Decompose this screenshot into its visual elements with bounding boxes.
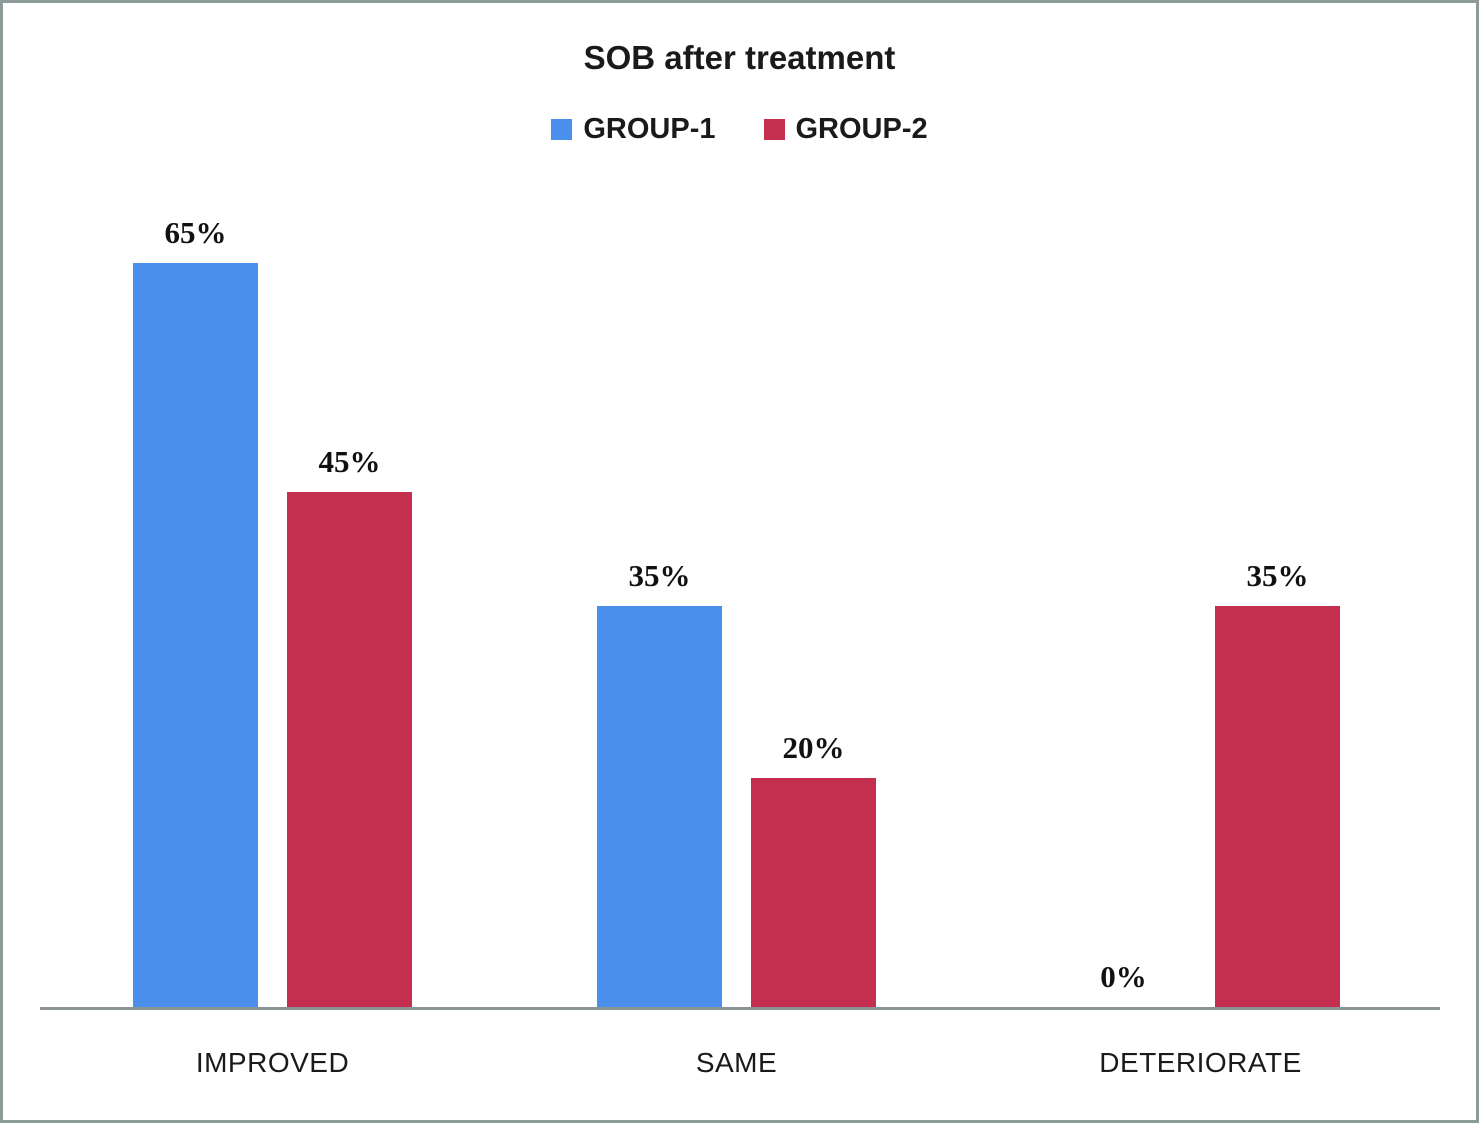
- x-axis-line: [40, 1007, 1440, 1010]
- legend-label-group-1: GROUP-1: [583, 113, 716, 145]
- category-label-improved: IMPROVED: [195, 1047, 350, 1078]
- value-label-group-2-deteriorate: 35%: [1246, 558, 1309, 593]
- value-label-group-1-improved: 65%: [164, 215, 227, 250]
- legend-swatch-group-1-icon: [551, 119, 573, 140]
- value-label-group-2-same: 20%: [782, 730, 845, 765]
- legend-swatch-group-2-icon: [763, 119, 785, 140]
- bar-group-2-improved: [287, 492, 412, 1007]
- chart-title: SOB after treatment: [583, 39, 896, 76]
- legend: GROUP-1 GROUP-2: [3, 113, 1476, 146]
- legend-item-group-2: GROUP-2: [763, 113, 928, 146]
- bar-group-1-improved: [133, 263, 258, 1007]
- plot-area: 65% 45% IMPROVED 35% 20% SAME 0% 35% DETERIORATE: [3, 3, 1476, 1120]
- bar-group-1-same: [597, 606, 722, 1007]
- value-label-group-1-same: 35%: [628, 558, 691, 593]
- category-label-same: SAME: [695, 1047, 778, 1078]
- legend-label-group-2: GROUP-2: [795, 113, 928, 145]
- bar-group-2-same: [751, 778, 876, 1007]
- value-label-group-1-deteriorate: 0%: [1100, 959, 1147, 994]
- bar-group-2-deteriorate: [1215, 606, 1340, 1007]
- category-label-deteriorate: DETERIORATE: [1099, 1047, 1302, 1078]
- value-label-group-2-improved: 45%: [318, 444, 381, 479]
- legend-item-group-1: GROUP-1: [551, 113, 716, 146]
